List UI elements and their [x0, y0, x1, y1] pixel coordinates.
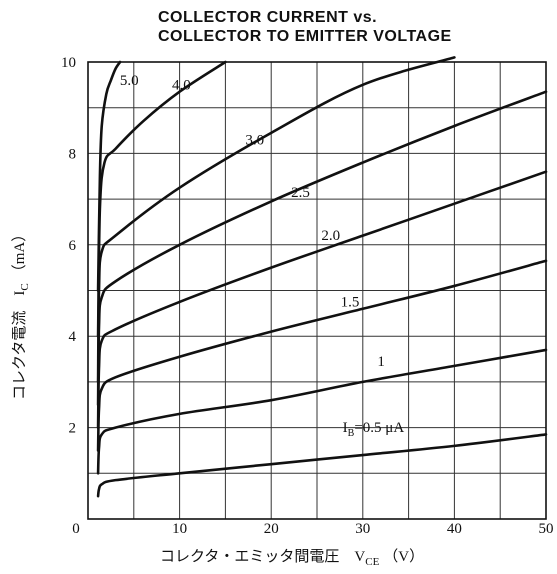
y-tick-label-8: 8: [69, 146, 77, 162]
x-tick-label-30: 30: [355, 521, 370, 537]
y-axis-title-main: コレクタ電流 I: [11, 291, 28, 400]
x-axis-title: コレクタ・エミッタ間電圧 VCE （V）: [160, 548, 424, 568]
chart-series-group: [96, 56, 548, 498]
x-axis-title-unit: （V）: [383, 548, 424, 565]
chart-grid: [88, 62, 546, 519]
y-tick-label-6: 6: [69, 238, 77, 254]
curve-label-2: 3.0: [245, 132, 264, 148]
y-axis-title-unit: （mA）: [11, 227, 28, 280]
curve-label-6: 1: [377, 354, 385, 370]
y-tick-label-10: 10: [61, 55, 76, 71]
curve-label-0: 5.0: [120, 73, 139, 89]
ib-label-prefix: I: [343, 420, 348, 436]
x-tick-label-40: 40: [447, 521, 462, 537]
x-axis-title-sub: CE: [365, 556, 379, 568]
curve-label-3: 2.5: [291, 185, 310, 201]
curve-label-group: 5.0 4.0 3.0 2.5 2.0 1.5 1 IB=0.5 μA: [120, 73, 404, 439]
series-line-7: [96, 60, 122, 292]
plot-frame: [87, 61, 547, 520]
x-tick-label-20: 20: [264, 521, 279, 537]
curve-label-4: 2.0: [321, 228, 340, 244]
curve-label-ib: IB=0.5 μA: [343, 420, 405, 439]
x-tick-label-50: 50: [539, 521, 554, 537]
series-line-2: [96, 259, 548, 452]
y-tick-label-4: 4: [69, 329, 77, 345]
ib-label-sub: B: [348, 428, 355, 439]
series-line-4: [96, 90, 548, 407]
y-tick-labels: 2 4 6 8 10: [61, 55, 77, 437]
ib-label-value: =0.5 μA: [354, 420, 404, 436]
chart-title-line-2: COLLECTOR TO EMITTER VOLTAGE: [158, 28, 452, 45]
curve-label-1: 4.0: [172, 77, 191, 93]
series-line-0: [96, 433, 548, 498]
series-line-5: [96, 56, 456, 384]
y-axis-title: コレクタ電流 IC （mA）: [11, 227, 31, 400]
x-tick-labels: 0 10 20 30 40 50: [72, 521, 553, 537]
y-tick-label-2: 2: [69, 421, 77, 437]
y-axis-title-sub: C: [19, 283, 31, 290]
x-tick-label-0: 0: [72, 521, 80, 537]
curve-label-5: 1.5: [341, 294, 360, 310]
x-tick-label-10: 10: [172, 521, 187, 537]
chart-title-line-1: COLLECTOR CURRENT vs.: [158, 9, 377, 26]
x-axis-title-main: コレクタ・エミッタ間電圧 V: [160, 548, 365, 565]
series-line-1: [96, 348, 548, 475]
